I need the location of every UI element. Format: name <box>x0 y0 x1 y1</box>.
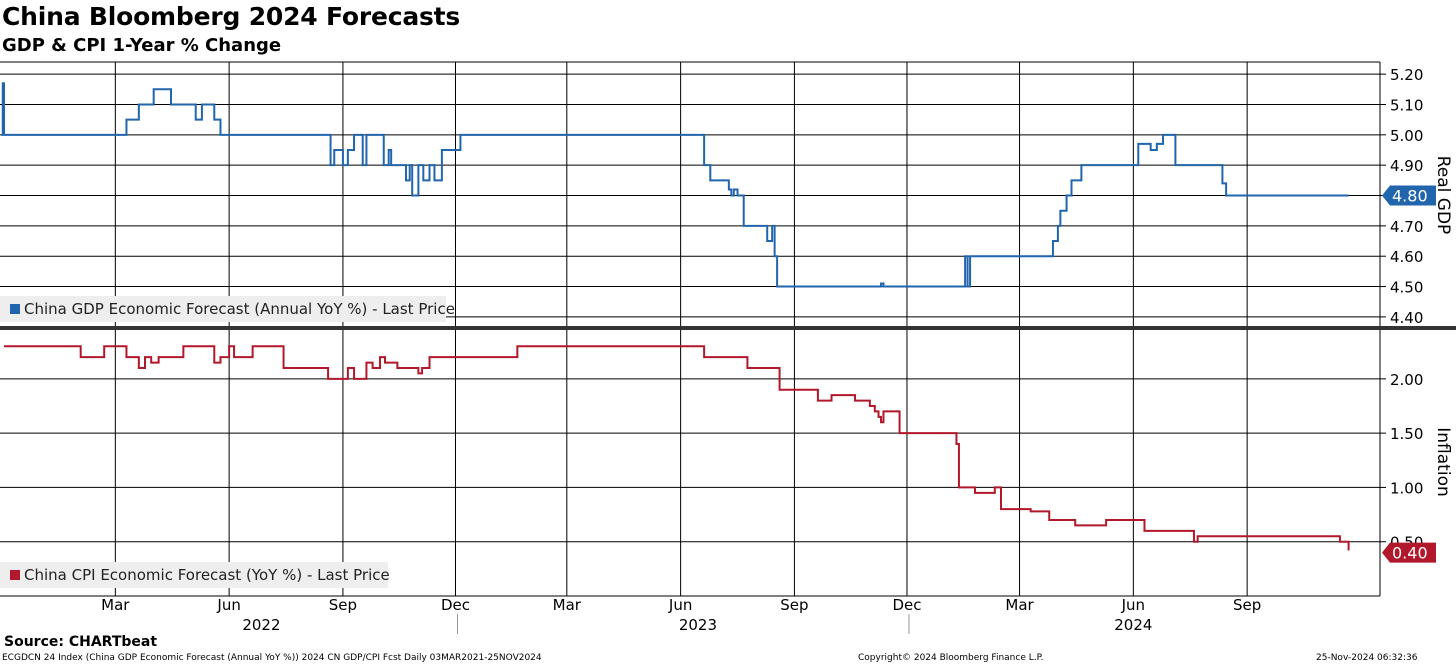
x-year-label: 2024 <box>1114 616 1152 634</box>
cpi-forecast-line <box>4 345 1350 551</box>
footer-copyright: Copyright© 2024 Bloomberg Finance L.P. <box>858 653 1044 663</box>
cpi-last-value-label: 0.40 <box>1392 544 1428 563</box>
gdp-y-tick-label: 5.20 <box>1390 66 1423 84</box>
chart-subtitle: GDP & CPI 1-Year % Change <box>2 35 282 56</box>
x-tick-label: Jun <box>1121 596 1145 614</box>
x-tick-label: Dec <box>892 596 921 614</box>
gdp-y-tick-label: 5.10 <box>1390 96 1423 114</box>
x-tick-label: Sep <box>1233 596 1261 614</box>
x-tick-label: Jun <box>216 596 240 614</box>
x-tick-label: Sep <box>780 596 808 614</box>
gdp-legend-box <box>0 296 446 322</box>
cpi-y-tick-label: 2.00 <box>1390 371 1423 389</box>
gdp-legend-swatch <box>10 304 20 314</box>
cpi-legend-box <box>0 562 388 588</box>
x-year-label: 2022 <box>242 616 280 634</box>
cpi-y-tick-label: 1.00 <box>1390 479 1423 497</box>
cpi-last-value-tag <box>1382 542 1436 563</box>
cpi-legend-swatch <box>10 570 20 580</box>
gdp-last-value-tag <box>1382 185 1436 206</box>
x-tick-label: Mar <box>553 596 582 614</box>
gdp-axis-title: Real GDP <box>1433 156 1453 235</box>
chart-title: China Bloomberg 2024 Forecasts <box>2 2 461 31</box>
x-tick-label: Dec <box>441 596 470 614</box>
gdp-legend-label: China GDP Economic Forecast (Annual YoY … <box>24 300 455 318</box>
gdp-y-tick-label: 4.50 <box>1390 279 1423 297</box>
x-tick-label: Mar <box>1005 596 1034 614</box>
source-note: Source: CHARTbeat <box>4 634 158 650</box>
cpi-legend-label: China CPI Economic Forecast (YoY %) - La… <box>24 566 390 584</box>
footer-timestamp: 25-Nov-2024 06:32:36 <box>1316 653 1418 663</box>
x-tick-label: Sep <box>329 596 357 614</box>
gdp-y-tick-label: 5.00 <box>1390 127 1423 145</box>
x-tick-label: Mar <box>101 596 130 614</box>
gdp-y-tick-label: 4.90 <box>1390 157 1423 175</box>
gdp-last-value-label: 4.80 <box>1392 187 1428 206</box>
gdp-forecast-line <box>1 82 1349 288</box>
cpi-axis-title: Inflation <box>1433 427 1453 496</box>
cpi-y-tick-label: 1.50 <box>1390 425 1423 443</box>
x-tick-label: Jun <box>668 596 692 614</box>
footer-ticker: ECGDCN 24 Index (China GDP Economic Fore… <box>2 653 542 663</box>
gdp-y-tick-label: 4.70 <box>1390 218 1423 236</box>
x-year-label: 2023 <box>679 616 717 634</box>
gdp-y-tick-label: 4.40 <box>1390 309 1423 327</box>
gdp-y-tick-label: 4.60 <box>1390 248 1423 266</box>
